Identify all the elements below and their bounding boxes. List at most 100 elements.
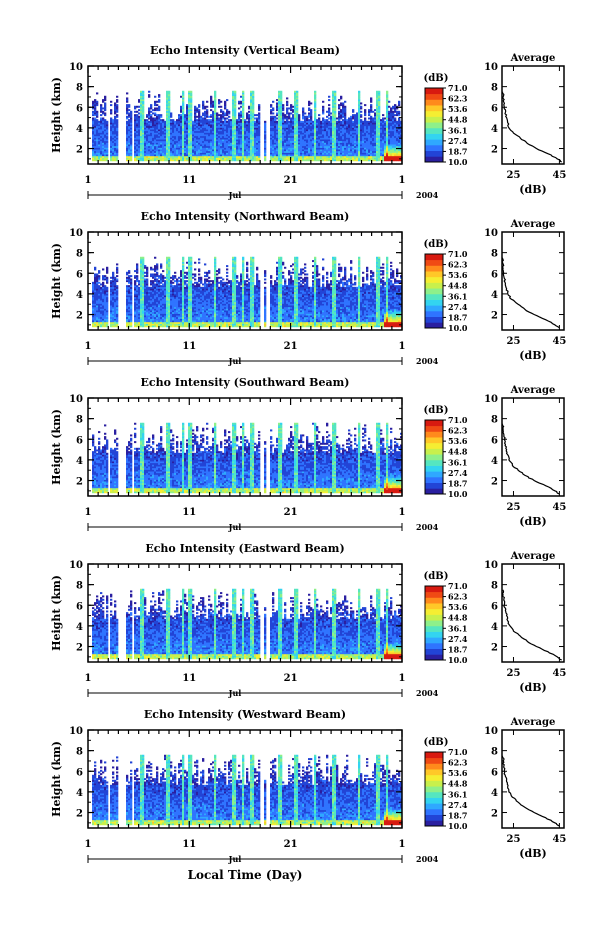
heatmap-cell [146, 114, 148, 116]
heatmap-cell [272, 101, 274, 103]
x-tick-label: 11 [182, 175, 196, 186]
heatmap-cell [288, 107, 290, 109]
heatmap-cell [228, 111, 230, 113]
heatmap-cell [140, 91, 142, 93]
heatmap-cell [298, 159, 300, 161]
heatmap-cell [396, 111, 398, 113]
heatmap-cell [312, 121, 314, 123]
heatmap-cell [242, 91, 244, 93]
heatmap-cell [104, 159, 106, 161]
heatmap-cell [372, 111, 374, 113]
heatmap-cell [166, 91, 168, 93]
heatmap-cell [106, 277, 108, 279]
heatmap-cell [394, 117, 396, 119]
heatmap-cell [284, 114, 286, 116]
heatmap-cell [202, 117, 204, 119]
heatmap-cell [370, 116, 372, 118]
heatmap-cell [98, 282, 100, 284]
heatmap-cell [196, 119, 198, 121]
colorbar-swatch [425, 122, 443, 128]
heatmap-cell [272, 159, 274, 161]
heatmap-cell [280, 91, 282, 93]
heatmap-cell [324, 159, 326, 161]
heatmap-cell [94, 273, 96, 275]
heatmap-cell [276, 117, 278, 119]
heatmap-cell [92, 117, 94, 119]
heatmap-cell [196, 116, 198, 118]
heatmap-cell [306, 159, 308, 161]
colorbar-tick-label: 36.1 [448, 125, 467, 135]
heatmap-cell [154, 107, 156, 109]
heatmap-cell [286, 97, 288, 99]
year-label: 2004 [416, 190, 439, 200]
heatmap-cell [308, 119, 310, 121]
heatmap-cell [144, 159, 146, 161]
heatmap-cell [334, 91, 336, 93]
heatmap-cell [244, 159, 246, 161]
heatmap-cell [226, 159, 228, 161]
heatmap-cell [338, 111, 340, 113]
heatmap-cell [282, 104, 284, 106]
heatmap-cell [328, 104, 330, 106]
heatmap-cell [144, 119, 146, 121]
heatmap-cell [360, 106, 362, 108]
heatmap-cell [190, 91, 192, 93]
heatmap-cell [170, 112, 172, 114]
heatmap-cell [248, 111, 250, 113]
heatmap-cell [304, 112, 306, 114]
heatmap-cell [220, 109, 222, 111]
heatmap-cell [238, 107, 240, 109]
heatmap-cell [106, 287, 108, 289]
heatmap-cell [92, 282, 94, 284]
heatmap-cell [210, 114, 212, 116]
heatmap-cell [388, 106, 390, 108]
heatmap-cell [96, 119, 98, 121]
heatmap-cell [136, 106, 138, 108]
heatmap-cell [270, 116, 272, 118]
heatmap-cell [156, 104, 158, 106]
heatmap-cell [236, 119, 238, 121]
heatmap-cell [246, 112, 248, 114]
heatmap-cell [160, 159, 162, 161]
heatmap-cell [368, 109, 370, 111]
heatmap-cell [116, 119, 118, 121]
heatmap-cell [142, 159, 144, 161]
heatmap-cell [316, 119, 318, 121]
heatmap-cell [194, 106, 196, 108]
heatmap-cell [238, 112, 240, 114]
heatmap-cell [356, 159, 358, 161]
heatmap-cell [378, 91, 380, 93]
heatmap-cell [388, 159, 390, 161]
heatmap-cell [224, 101, 226, 103]
heatmap-cell [358, 159, 360, 161]
heatmap-cell [110, 109, 112, 111]
heatmap-cell [290, 104, 292, 106]
heatmap-cell [94, 99, 96, 101]
heatmap-cell [270, 104, 272, 106]
heatmap-cell [112, 119, 114, 121]
heatmap-cell [272, 107, 274, 109]
heatmap-cell [354, 159, 356, 161]
heatmap-cell [300, 121, 302, 123]
heatmap-cell [206, 109, 208, 111]
heatmap-cell [340, 121, 342, 123]
heatmap-cell [134, 111, 136, 113]
heatmap-cell [382, 114, 384, 116]
heatmap-cell [224, 112, 226, 114]
colorbar-tick-label: 71.0 [448, 83, 468, 93]
heatmap-cell [388, 111, 390, 113]
heatmap-cell [292, 109, 294, 111]
heatmap-cell [190, 159, 192, 161]
heatmap-cell [304, 159, 306, 161]
heatmap-cell [154, 117, 156, 119]
heatmap-cell [228, 116, 230, 118]
heatmap-cell [202, 101, 204, 103]
profile-frame [502, 66, 564, 164]
heatmap-cell [246, 121, 248, 123]
heatmap-cell [216, 159, 218, 161]
heatmap-cell [354, 114, 356, 116]
panel-2: Echo Intensity (Northward Beam)246810Hei… [50, 210, 566, 366]
heatmap-cell [216, 112, 218, 114]
heatmap-cell [396, 121, 398, 123]
